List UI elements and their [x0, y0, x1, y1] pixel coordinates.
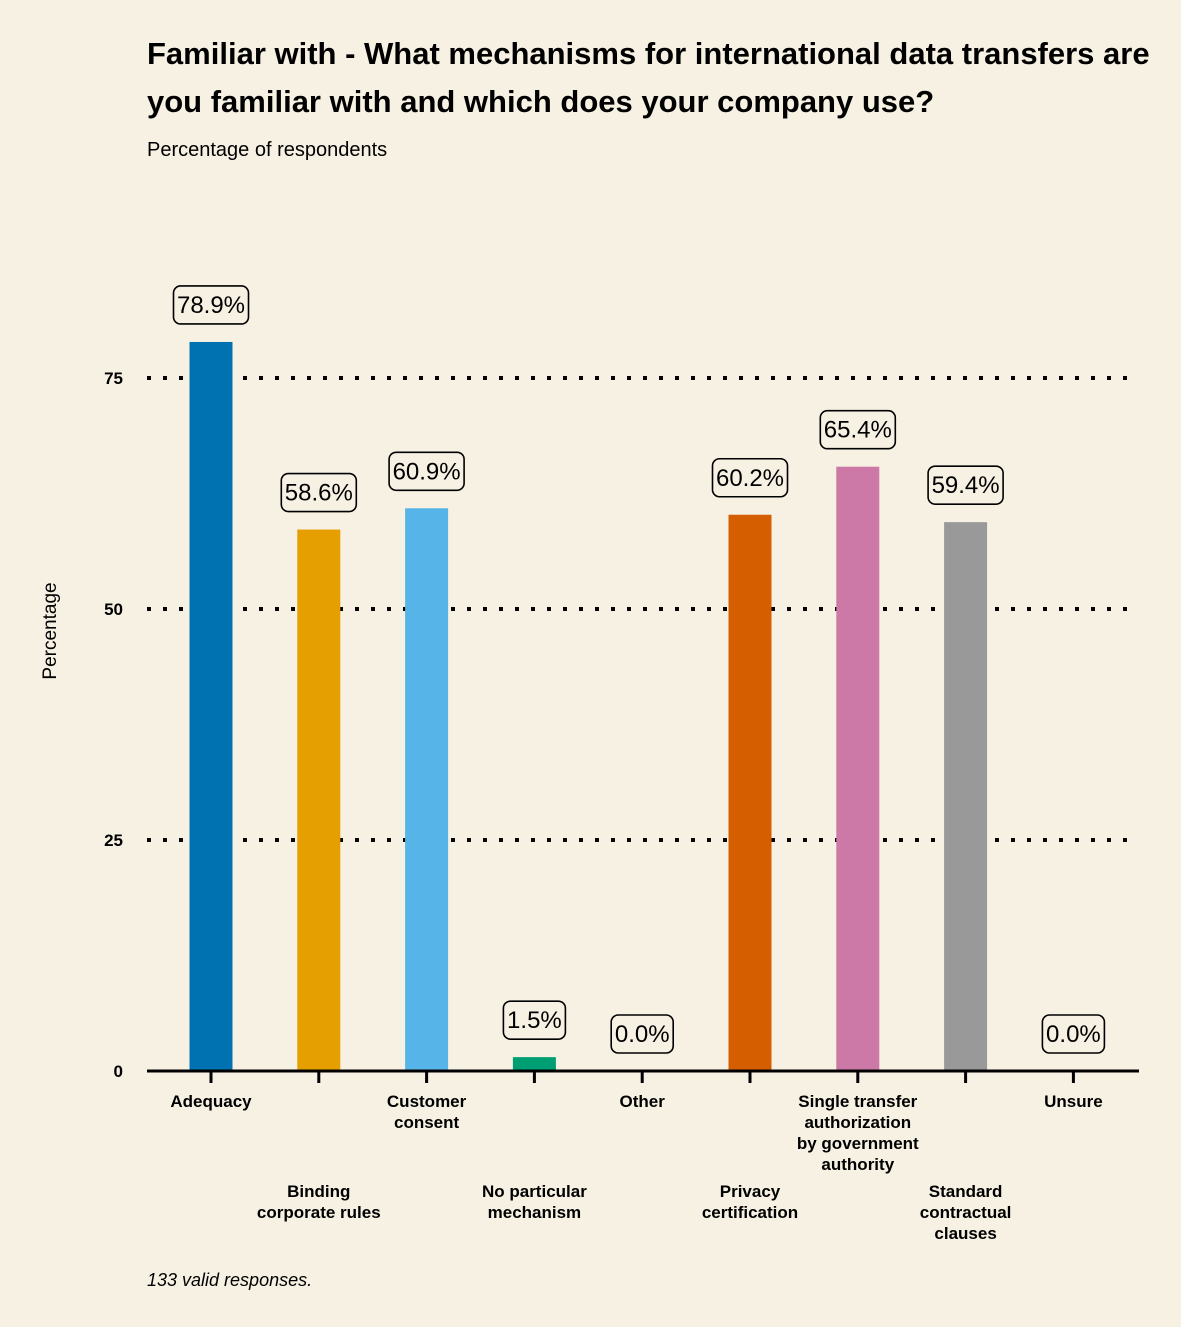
y-axis-ticks: 0 25 50 75 [104, 369, 123, 1081]
data-label: 59.4% [927, 465, 1004, 505]
gridlines [147, 376, 1139, 842]
bar [728, 514, 772, 1071]
svg-text:59.4%: 59.4% [932, 472, 1000, 499]
bar [189, 341, 233, 1071]
svg-text:65.4%: 65.4% [824, 417, 892, 444]
data-label: 78.9% [172, 285, 250, 325]
chart-caption: 133 valid responses. [147, 1270, 313, 1290]
data-label: 60.9% [388, 451, 465, 492]
svg-text:0.0%: 0.0% [1046, 1021, 1101, 1048]
x-category-label: Standard contractual clauses [920, 1182, 1012, 1243]
data-labels: 78.9% 58.6% 60.9% 1.5% 0.0% 60.2% 65.4% 59.4% 0.… [172, 285, 1106, 1054]
bar [836, 466, 880, 1072]
x-category-label: No particular mechanism [482, 1182, 587, 1222]
chart-subtitle: Percentage of respondents [147, 139, 388, 161]
y-tick-label: 75 [104, 369, 123, 388]
data-label: 0.0% [610, 1014, 675, 1054]
x-category-label: Adequacy [170, 1092, 252, 1111]
x-category-label: Privacy certification [702, 1182, 798, 1222]
chart-title: Familiar with - What mechanisms for inte… [147, 36, 1150, 119]
x-category-label: Customer consent [387, 1092, 467, 1132]
svg-text:58.6%: 58.6% [285, 480, 353, 507]
svg-text:1.5%: 1.5% [507, 1007, 562, 1034]
x-category-label: Other [620, 1092, 666, 1111]
data-label: 58.6% [280, 472, 358, 513]
svg-text:60.9%: 60.9% [393, 458, 461, 485]
x-category-label: Binding corporate rules [257, 1182, 381, 1222]
svg-text:78.9%: 78.9% [177, 292, 245, 319]
bar [944, 522, 988, 1071]
x-category-label: Single transfer authorization by governmen… [797, 1092, 919, 1174]
svg-text:60.2%: 60.2% [716, 465, 784, 492]
bar [512, 1057, 556, 1071]
svg-text:0.0%: 0.0% [615, 1021, 670, 1048]
x-axis-ticks: Adequacy Binding corporate rules Customer co… [170, 1071, 1103, 1243]
data-label: 1.5% [502, 1000, 567, 1040]
bar [405, 508, 449, 1071]
bars [189, 341, 988, 1072]
y-tick-label: 25 [104, 831, 123, 850]
y-tick-label: 50 [104, 600, 123, 619]
y-tick-label: 0 [114, 1062, 123, 1081]
x-category-label: Unsure [1044, 1092, 1103, 1111]
y-axis-label: Percentage [40, 582, 61, 679]
bar [297, 529, 341, 1071]
data-label: 0.0% [1041, 1014, 1106, 1054]
data-label: 65.4% [819, 409, 897, 450]
data-label: 60.2% [711, 457, 789, 498]
